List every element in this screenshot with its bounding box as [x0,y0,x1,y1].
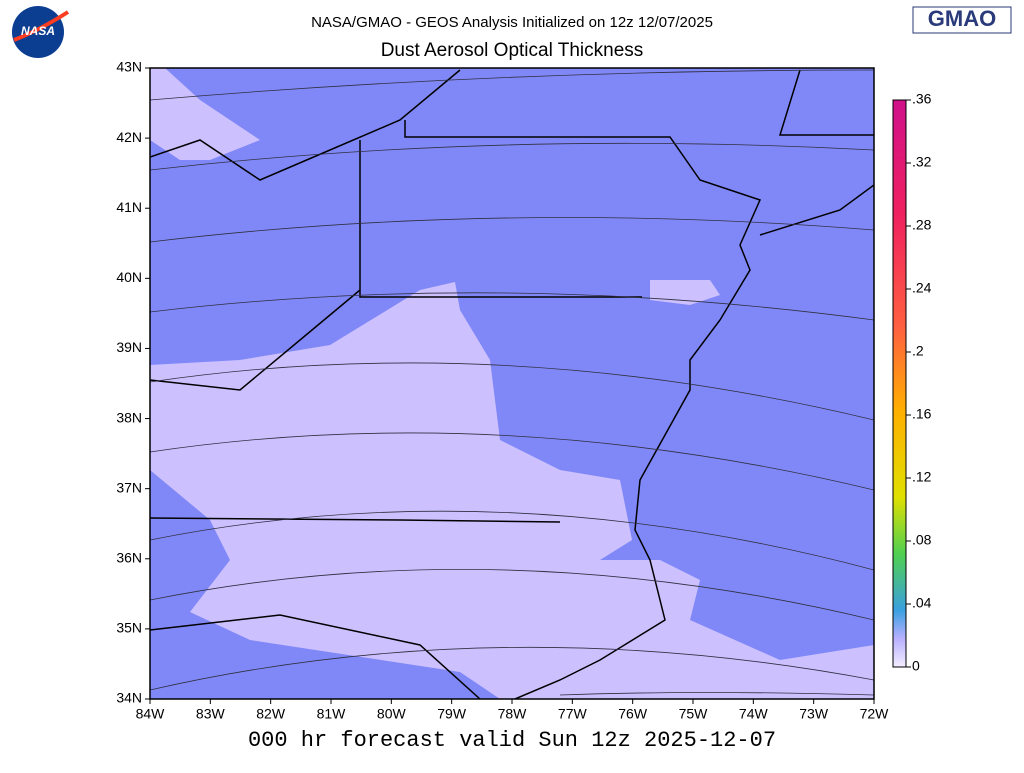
streamlines [150,69,874,696]
field-low [150,68,260,160]
x-tick-label: 84W [136,706,166,722]
gmao-logo: GMAO [928,6,996,31]
x-tick-label: 78W [498,706,528,722]
boundaries [150,69,874,699]
x-tick-label: 72W [860,706,890,722]
x-tick-label: 75W [679,706,709,722]
y-tick-label: 34N [116,690,142,706]
x-tick-label: 74W [739,706,769,722]
subtitle: NASA/GMAO - GEOS Analysis Initialized on… [311,14,713,31]
y-tick-label: 36N [116,549,142,565]
colorbar-tick-label: .16 [912,406,932,422]
colorbar-tick-label: .04 [912,595,932,611]
colorbar-tick-label: .24 [912,280,932,296]
x-tick-label: 80W [377,706,407,722]
x-tick-label: 79W [437,706,467,722]
colorbar-tick-label: .32 [912,154,932,170]
y-tick-label: 37N [116,479,142,495]
x-tick-label: 81W [317,706,347,722]
nasa-text: NASA [21,24,55,38]
colorbar-tick-label: .2 [912,343,924,359]
nasa-logo: NASA [12,6,70,58]
x-tick-label: 77W [558,706,588,722]
footer: 000 hr forecast valid Sun 12z 2025-12-07 [248,728,776,753]
colorbar-tick-label: .28 [912,217,932,233]
colorbar-tick-label: 0 [912,658,920,674]
x-tick-label: 83W [196,706,226,722]
y-tick-label: 43N [116,59,142,75]
colorbar-tick-label: .08 [912,532,932,548]
colorbar-tick-label: .12 [912,469,932,485]
title: Dust Aerosol Optical Thickness [381,40,644,61]
field-low [650,280,720,305]
y-tick-label: 38N [116,409,142,425]
y-tick-label: 39N [116,339,142,355]
y-tick-label: 42N [116,129,142,145]
map-field [150,68,874,699]
y-tick-label: 41N [116,199,142,215]
x-tick-label: 82W [256,706,286,722]
gmao-box [912,6,1012,34]
field-low [150,282,874,699]
y-tick-label: 40N [116,269,142,285]
colorbar [892,99,907,668]
x-tick-label: 73W [799,706,829,722]
y-tick-label: 35N [116,620,142,636]
colorbar-tick-label: .36 [912,91,932,107]
x-tick-label: 76W [618,706,648,722]
